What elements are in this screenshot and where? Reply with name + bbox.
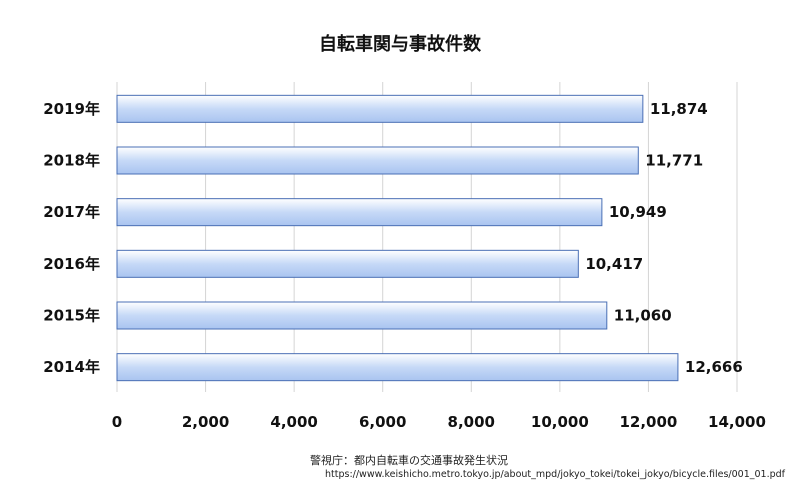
- value-label: 11,060: [614, 307, 672, 325]
- x-tick-label: 4,000: [270, 413, 317, 431]
- grid-layer: [116, 82, 738, 392]
- category-label: 2018年: [43, 152, 100, 170]
- category-label: 2019年: [43, 100, 100, 118]
- category-label: 2015年: [43, 307, 100, 325]
- value-label: 10,949: [609, 203, 667, 221]
- x-tick-label: 10,000: [531, 413, 589, 431]
- value-label: 11,771: [645, 152, 703, 170]
- value-label: 11,874: [650, 100, 708, 118]
- bar: [116, 301, 608, 330]
- bar: [116, 353, 679, 382]
- bar: [116, 249, 579, 278]
- x-tick-label: 2,000: [182, 413, 229, 431]
- chart-title: 自転車関与事故件数: [319, 34, 481, 55]
- x-tick-label: 8,000: [448, 413, 495, 431]
- category-label: 2017年: [43, 203, 100, 221]
- x-tick-label: 6,000: [359, 413, 406, 431]
- value-label: 10,417: [585, 255, 643, 273]
- bar: [116, 94, 644, 123]
- label-layer: 0 2,000 4,000 6,000 8,000 10,000 12,000 14,000 2…: [43, 100, 766, 431]
- x-tick-label: 12,000: [619, 413, 677, 431]
- value-label: 12,666: [685, 358, 743, 376]
- category-label: 2016年: [43, 255, 100, 273]
- source-note: 警視庁：都内自転車の交通事故発生状況: [310, 454, 508, 467]
- category-label: 2014年: [43, 358, 100, 376]
- source-url: https://www.keishicho.metro.tokyo.jp/abo…: [325, 469, 786, 480]
- bar-layer: [116, 94, 679, 382]
- x-tick-label: 0: [112, 413, 122, 431]
- bar: [116, 146, 639, 175]
- bar: [116, 198, 603, 227]
- x-tick-label: 14,000: [708, 413, 766, 431]
